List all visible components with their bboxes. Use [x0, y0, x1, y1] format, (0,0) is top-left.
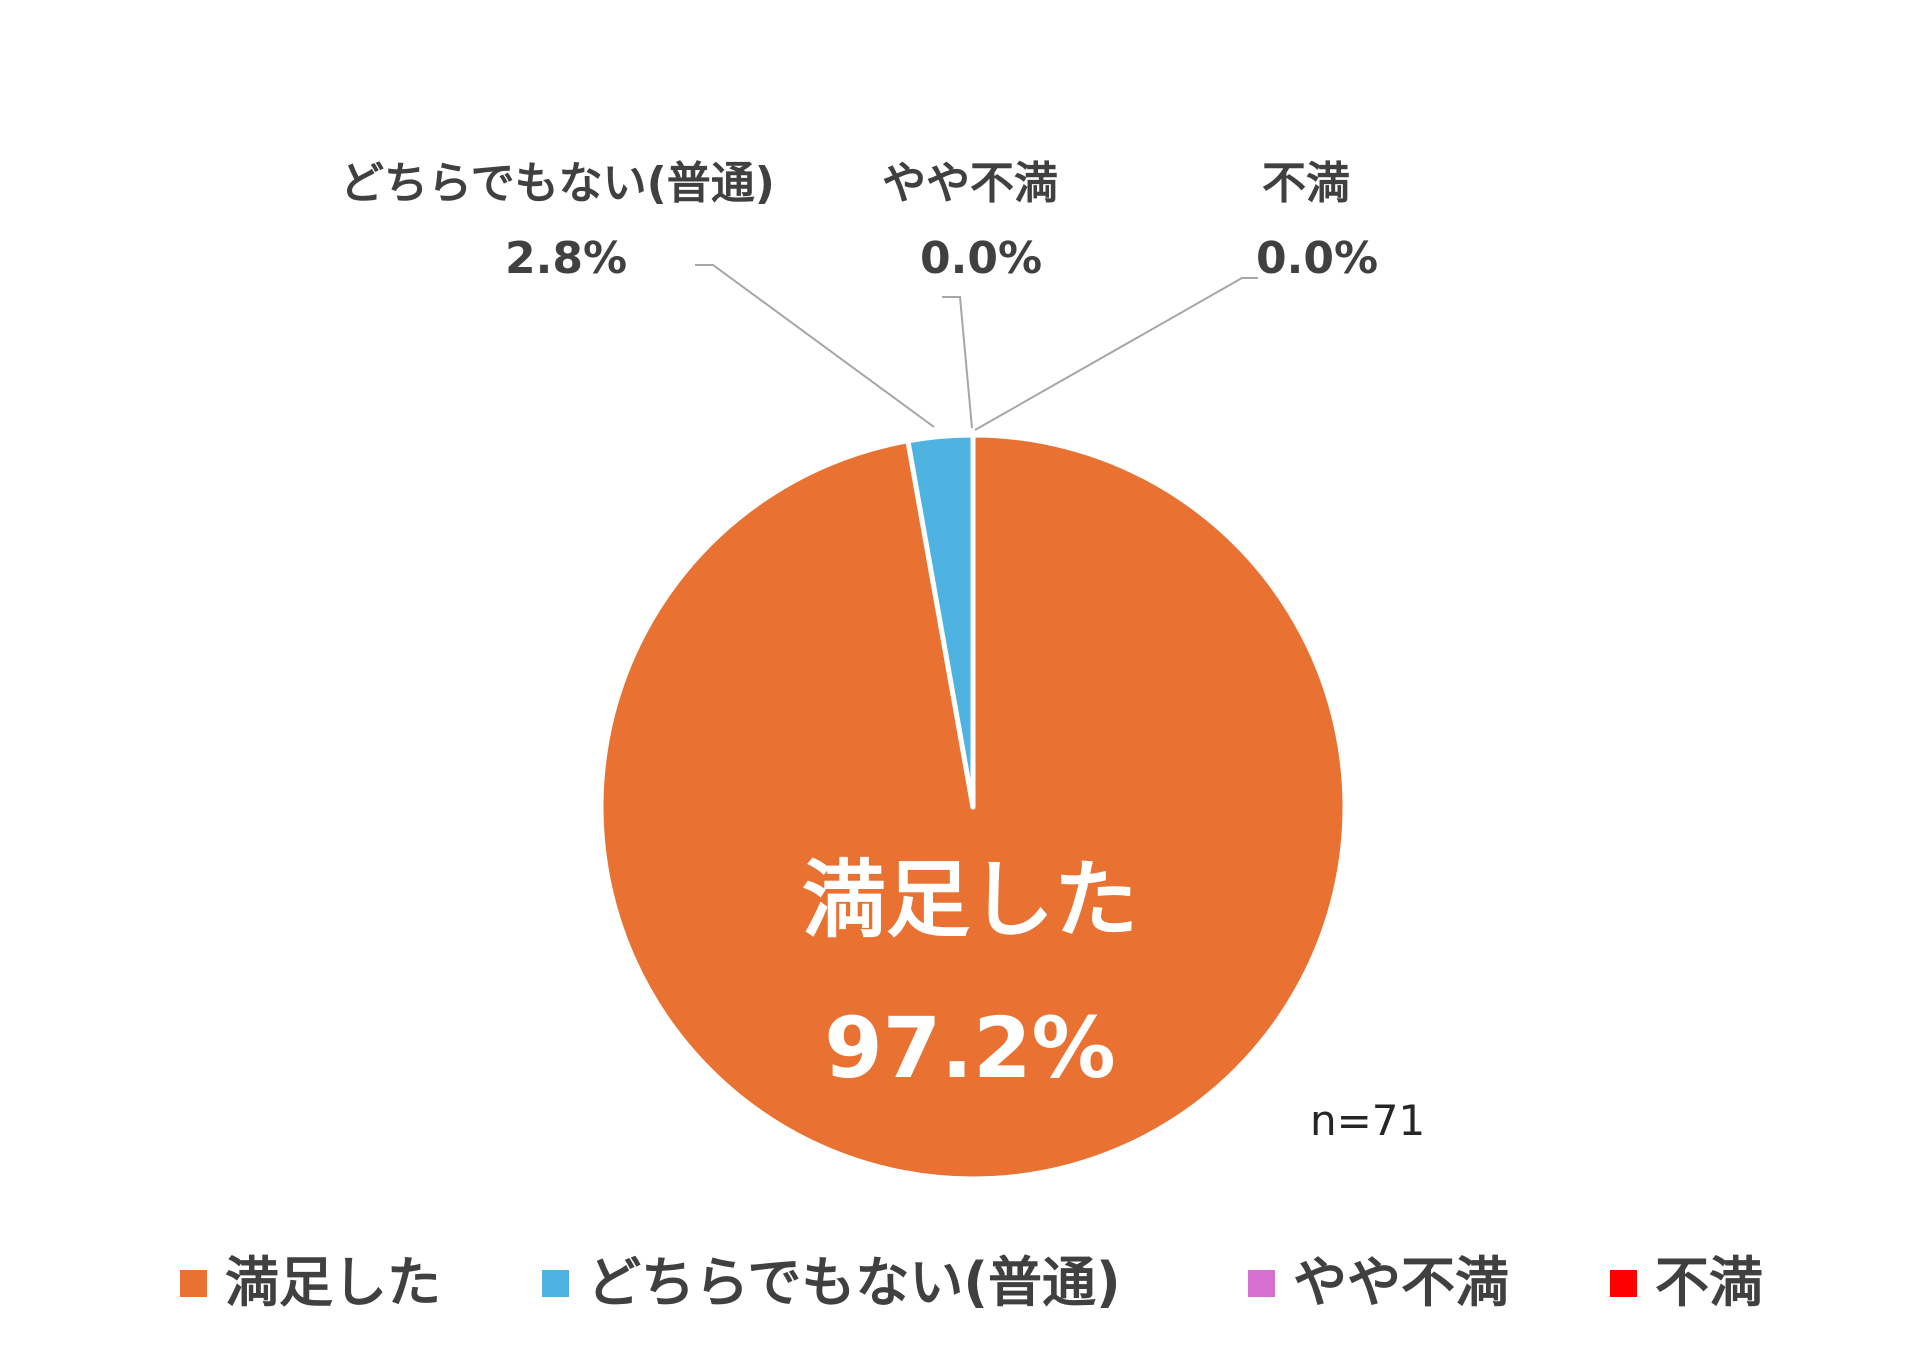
callout-slightly-dissatisfied-name: やや不満	[882, 158, 1058, 209]
callout-neutral-value: 2.8%	[505, 233, 628, 284]
legend: 満足した どちらでもない(普通) やや不満 不満	[0, 1248, 1923, 1318]
leader-line-dissatisfied	[974, 277, 1258, 431]
leader-line-neutral	[695, 264, 935, 428]
legend-item-dissatisfied: 不満	[1610, 1248, 1763, 1318]
legend-label-slightly-dissatisfied: やや不満	[1293, 1251, 1509, 1314]
callout-dissatisfied-value: 0.0%	[1256, 233, 1379, 284]
callout-dissatisfied-name: 不満	[1262, 158, 1350, 209]
slice-label-satisfied-name: 満足した	[801, 851, 1138, 949]
legend-swatch-slightly-dissatisfied	[1248, 1269, 1275, 1297]
legend-item-satisfied: 満足した	[180, 1248, 441, 1318]
legend-swatch-satisfied	[180, 1269, 207, 1297]
legend-swatch-neutral	[542, 1269, 569, 1297]
legend-label-neutral: どちらでもない(普通)	[587, 1251, 1121, 1314]
pie-slice-neutral	[905, 432, 976, 810]
legend-item-slightly-dissatisfied: やや不満	[1248, 1248, 1509, 1318]
callout-neutral-name: どちらでもない(普通)	[340, 158, 775, 209]
callout-slightly-dissatisfied-value: 0.0%	[920, 233, 1043, 284]
legend-label-satisfied: 満足した	[225, 1251, 441, 1314]
leader-line-slightly-dissatisfied	[942, 296, 973, 429]
slice-label-satisfied-value: 97.2%	[824, 999, 1116, 1097]
legend-swatch-dissatisfied	[1610, 1269, 1637, 1297]
sample-size-annotation: n=71	[1310, 1096, 1426, 1145]
legend-item-neutral: どちらでもない(普通)	[542, 1248, 1121, 1318]
legend-label-dissatisfied: 不満	[1655, 1251, 1763, 1314]
